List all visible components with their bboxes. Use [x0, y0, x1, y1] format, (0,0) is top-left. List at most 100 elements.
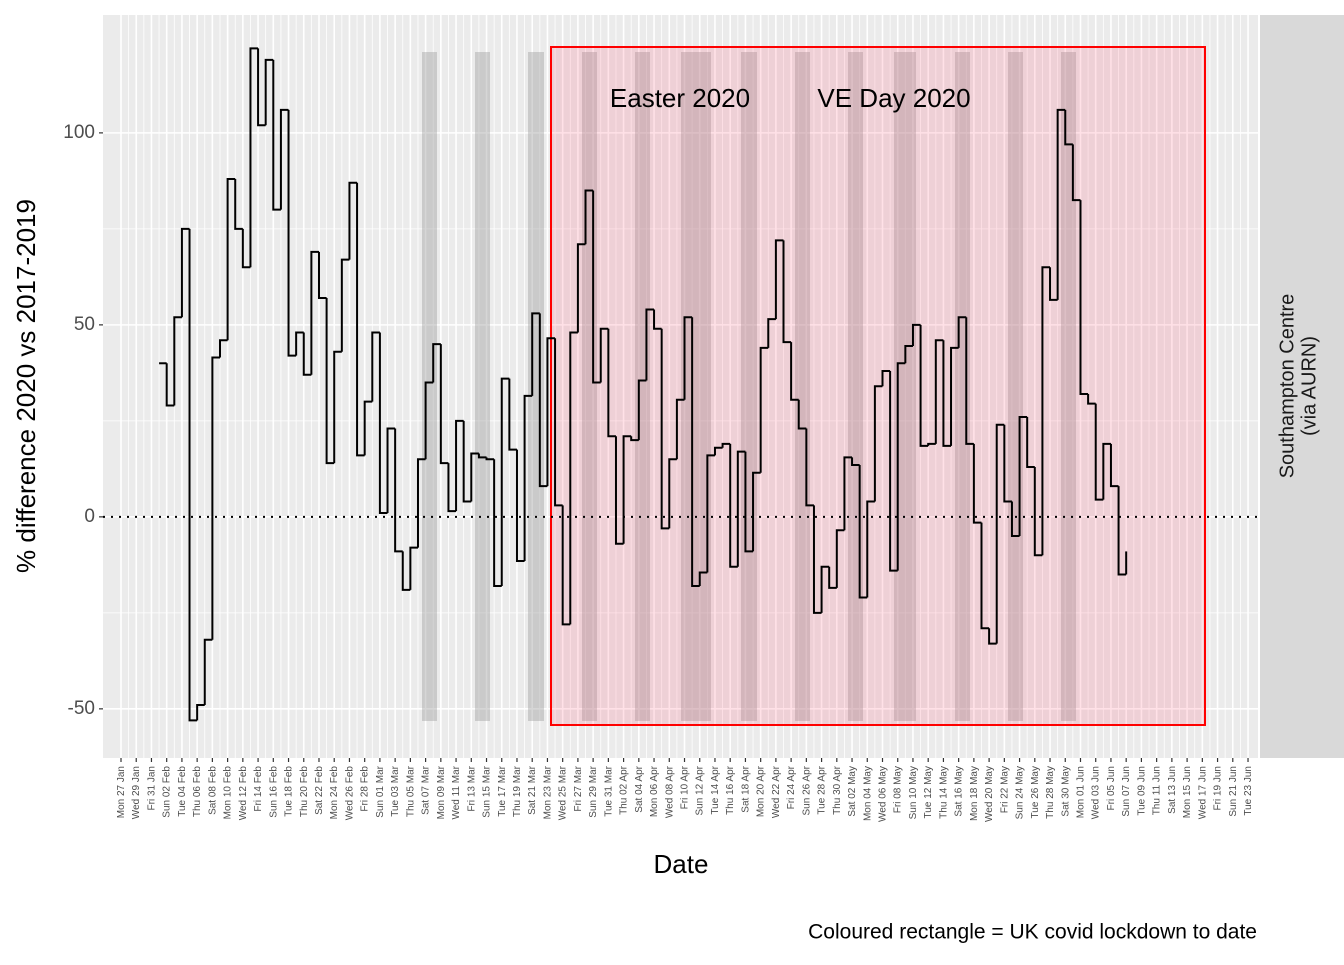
step-segment: [1071, 144, 1081, 202]
step-segment: [584, 189, 594, 245]
step-segment: [713, 446, 723, 456]
step-segment: [919, 324, 929, 447]
x-tick-label: Tue 17 Mar: [497, 765, 508, 816]
step-segment: [371, 331, 380, 402]
x-tick-label: Tue 12 May: [923, 766, 934, 818]
step-segment: [287, 109, 297, 357]
facet-label: Southampton Centre: [1276, 294, 1298, 479]
step-segment: [211, 356, 220, 640]
step-segment: [828, 566, 837, 589]
band: [795, 52, 810, 721]
step-segment: [980, 522, 990, 630]
x-tick-label: Tue 23 Jun: [1243, 766, 1254, 816]
step-segment: [188, 228, 198, 722]
x-tick-label: Mon 04 May: [862, 766, 873, 821]
step-segment: [409, 546, 418, 590]
x-tick-label: Wed 29 Jan: [131, 766, 142, 819]
step-segment: [797, 399, 807, 430]
step-segment: [432, 343, 441, 383]
x-tick-label: Fri 13 Mar: [466, 765, 477, 811]
x-tick-label: Mon 20 Apr: [756, 765, 767, 817]
band: [741, 52, 757, 721]
x-tick-label: Thu 05 Mar: [405, 765, 416, 817]
step-segment: [500, 377, 510, 586]
step-segment: [972, 443, 982, 524]
y-axis-title: % difference 2020 vs 2017-2019: [11, 199, 41, 573]
x-tick-label: Wed 25 Mar: [558, 765, 569, 820]
x-tick-label: Tue 31 Mar: [603, 765, 614, 816]
step-segment: [386, 427, 396, 514]
x-tick-label: Sat 30 May: [1060, 766, 1071, 817]
step-segment: [622, 435, 632, 544]
step-segment: [599, 327, 609, 383]
step-segment: [257, 48, 266, 127]
x-tick-label: Mon 24 Feb: [329, 766, 340, 820]
x-axis-title: Date: [654, 849, 709, 879]
step-segment: [1056, 108, 1066, 300]
x-tick-label: Sun 07 Jun: [1121, 766, 1132, 817]
x-tick-label: Thu 28 May: [1045, 766, 1056, 819]
step-segment: [988, 628, 997, 645]
step-segment: [1003, 424, 1012, 503]
x-tick-label: Tue 03 Mar: [390, 765, 401, 816]
step-segment: [752, 471, 761, 552]
x-tick-label: Wed 26 Feb: [344, 766, 355, 821]
step-segment: [295, 331, 304, 356]
x-tick-label: Tue 26 May: [1030, 766, 1041, 818]
x-tick-label: Thu 06 Feb: [192, 766, 203, 818]
step-segment: [378, 332, 388, 515]
step-segment: [1094, 403, 1104, 501]
x-tick-label: Thu 19 Mar: [512, 765, 523, 817]
step-segment: [957, 316, 967, 348]
step-segment: [866, 500, 875, 598]
step-segment: [927, 442, 936, 446]
step-segment: [485, 457, 495, 461]
step-segment: [965, 317, 974, 445]
x-tick-label: Sun 26 Apr: [801, 765, 812, 815]
step-segment: [904, 344, 913, 364]
x-tick-label: Fri 19 Jun: [1213, 766, 1224, 810]
x-tick-label: Fri 28 Feb: [360, 766, 371, 812]
x-tick-label: Wed 11 Mar: [451, 765, 462, 819]
step-segment: [911, 323, 921, 346]
data-line: [159, 47, 1128, 722]
step-segment: [234, 178, 243, 230]
x-tick-label: Thu 16 Apr: [725, 765, 736, 815]
band: [955, 52, 970, 721]
x-tick-label: Sat 16 May: [954, 766, 965, 817]
step-segment: [302, 332, 312, 376]
step-segment: [576, 243, 586, 333]
step-segment: [950, 346, 959, 446]
x-tick-label: Tue 14 Apr: [710, 765, 721, 814]
band: [528, 52, 544, 721]
step-segment: [310, 250, 319, 375]
step-segment: [683, 316, 693, 400]
step-segment: [759, 346, 769, 473]
step-segment: [333, 350, 342, 464]
step-segment: [729, 443, 738, 568]
band: [475, 52, 490, 721]
step-segment: [889, 370, 898, 572]
x-tick-label: Fri 22 May: [999, 766, 1010, 813]
step-segment: [173, 316, 182, 406]
y-tick-label: 50: [74, 314, 95, 335]
x-tick-label: Tue 18 Feb: [284, 766, 295, 817]
step-segment: [607, 328, 616, 438]
step-segment: [668, 458, 677, 529]
x-tick-label: Sat 04 Apr: [634, 765, 645, 812]
step-segment: [706, 454, 715, 573]
step-segment: [218, 339, 228, 358]
step-segment: [493, 459, 502, 587]
caption: Coloured rectangle = UK covid lockdown t…: [808, 921, 1257, 944]
band: [1061, 52, 1076, 721]
x-tick-label: Sun 12 Apr: [695, 765, 706, 815]
x-tick-label: Sun 15 Mar: [482, 765, 493, 817]
step-segment: [881, 369, 891, 387]
step-segment: [180, 227, 190, 318]
step-segment: [416, 458, 426, 548]
x-tick-label: Fri 08 May: [893, 766, 904, 813]
x-tick-label: Sun 01 Mar: [375, 765, 386, 817]
x-tick-label: Fri 05 Jun: [1106, 766, 1117, 810]
